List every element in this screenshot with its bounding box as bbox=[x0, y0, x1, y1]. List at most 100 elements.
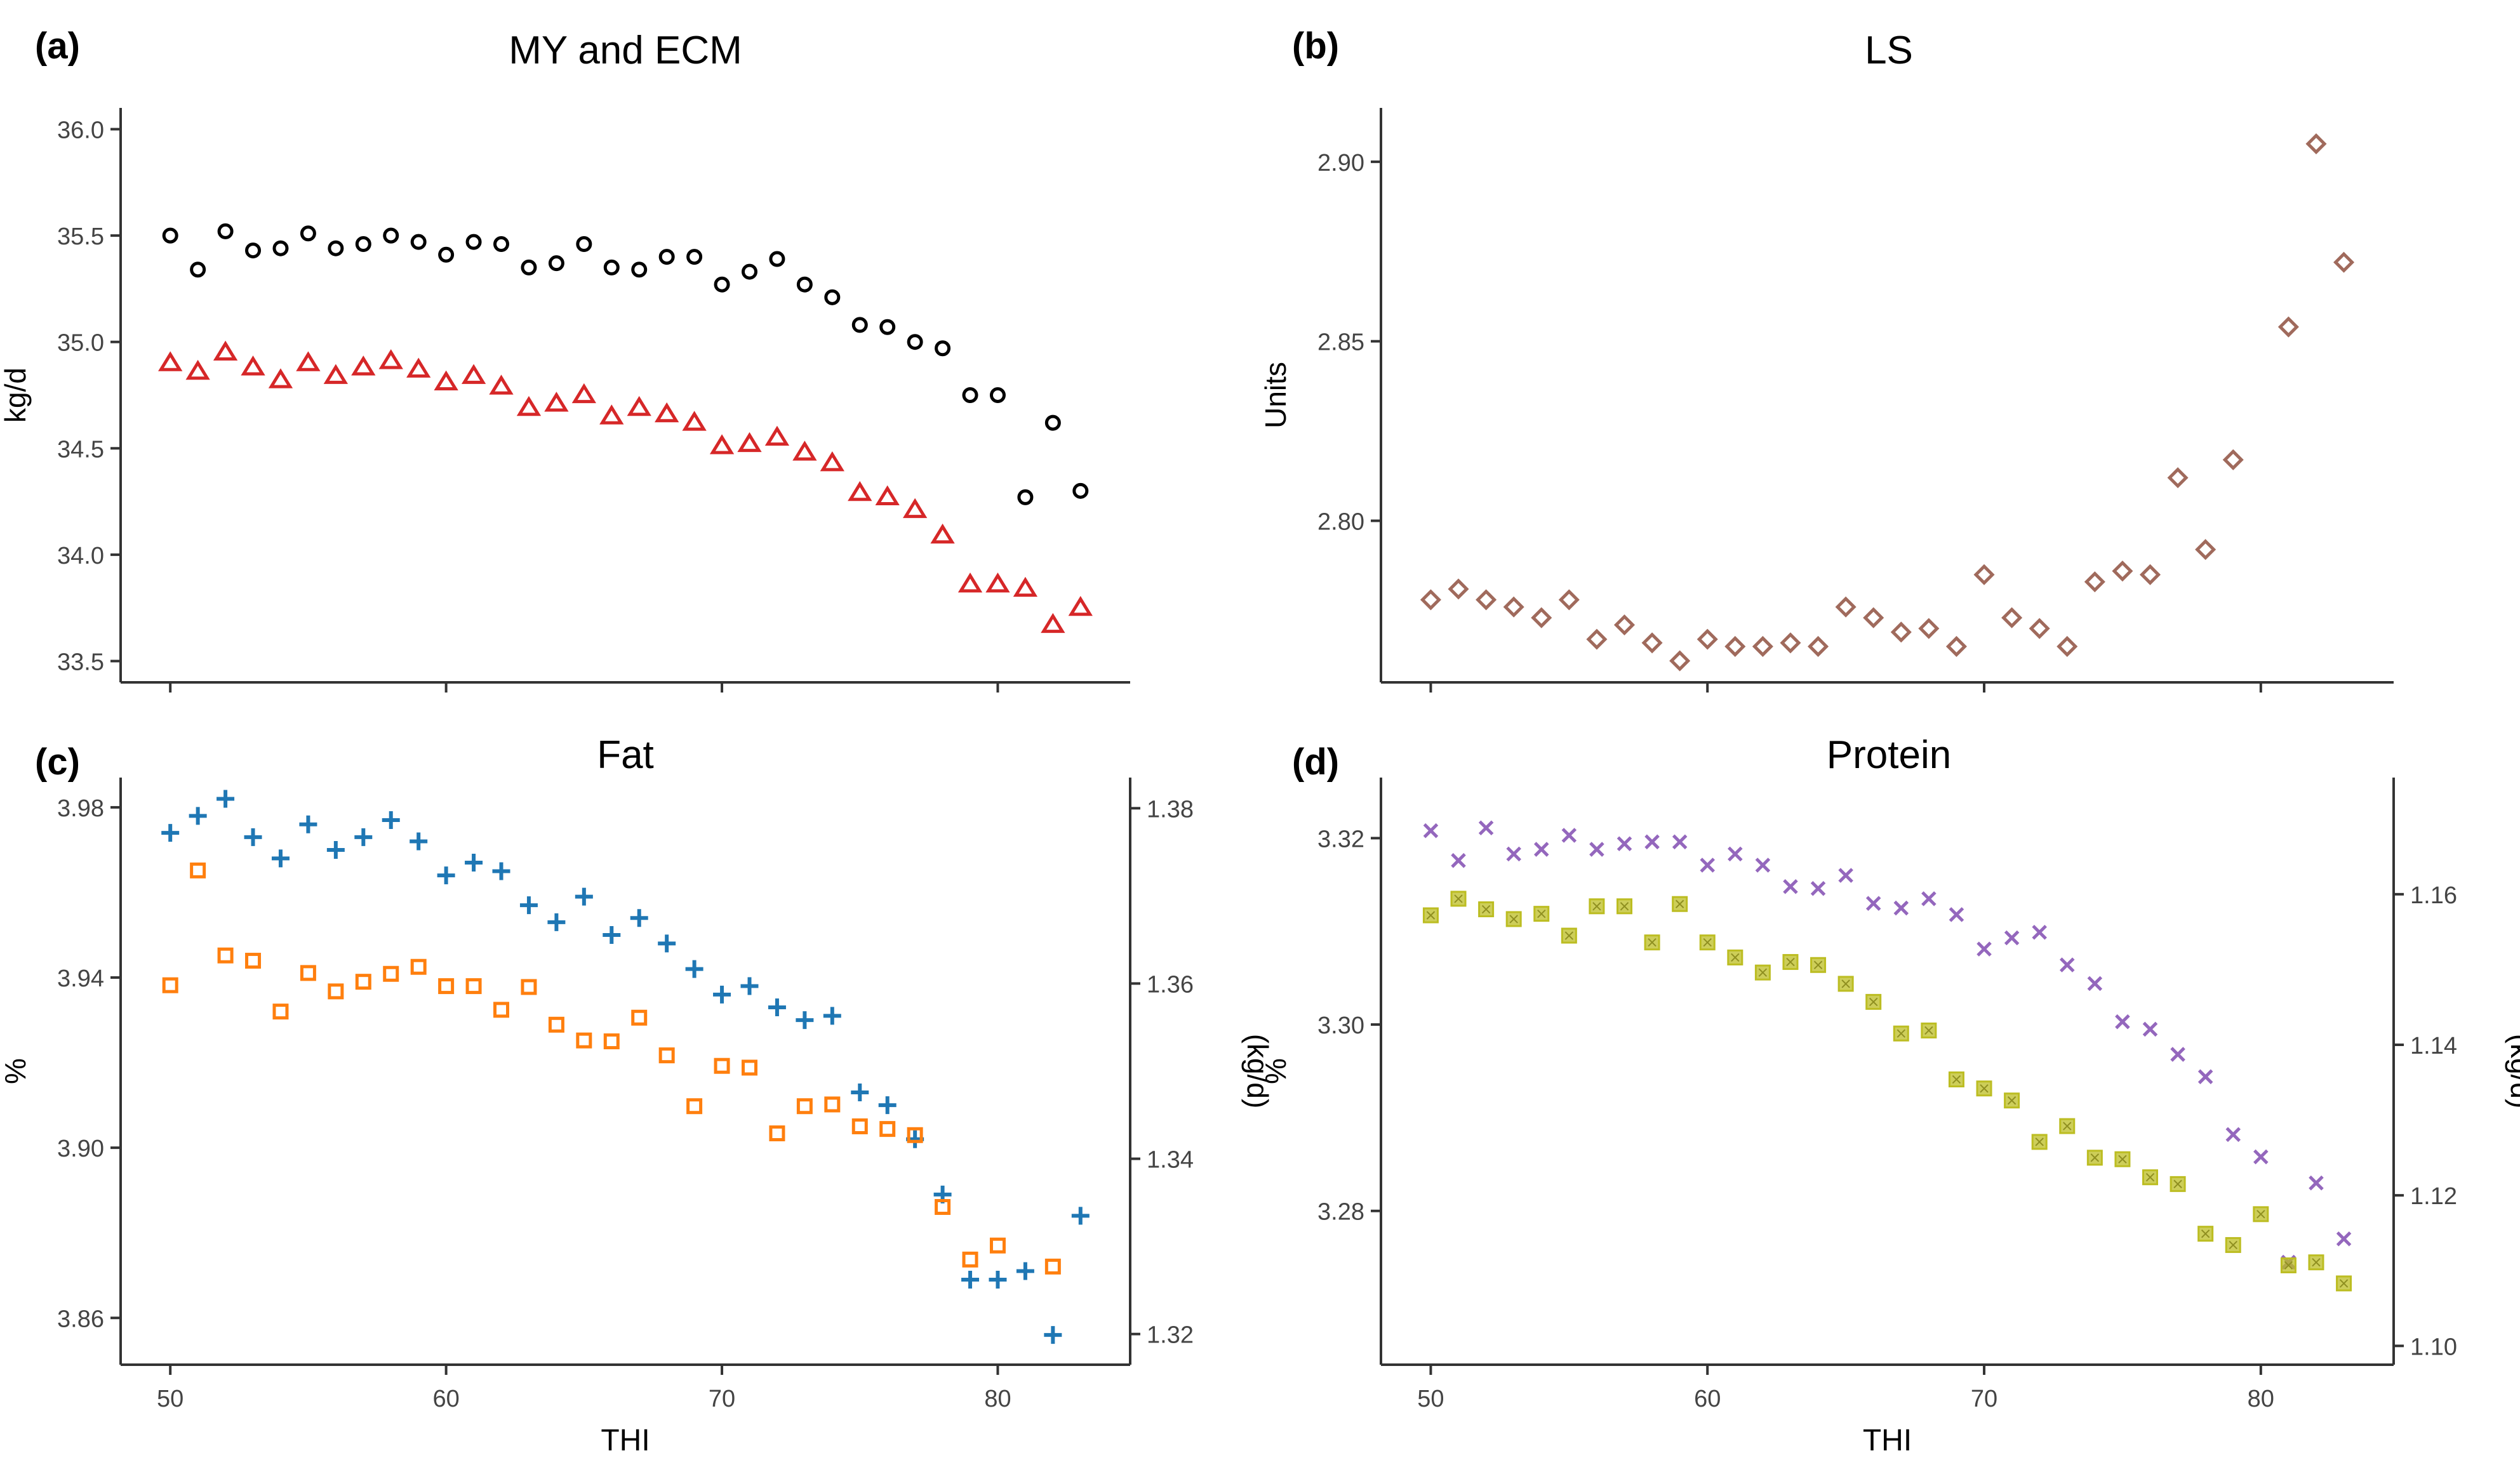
y-right-tick-label: 1.32 bbox=[1147, 1322, 1194, 1349]
y-tick-label: 34.5 bbox=[57, 436, 104, 463]
data-point bbox=[930, 523, 955, 544]
data-point bbox=[1044, 1258, 1061, 1275]
data-point bbox=[907, 334, 923, 350]
data-point bbox=[2057, 635, 2078, 657]
data-point bbox=[2167, 467, 2189, 489]
data-point bbox=[631, 1009, 648, 1026]
data-point bbox=[217, 223, 234, 239]
data-point bbox=[989, 1270, 1007, 1289]
data-point bbox=[902, 498, 928, 519]
data-point bbox=[245, 953, 262, 969]
x-tick-label: 60 bbox=[432, 1386, 459, 1412]
series-protein- bbox=[1423, 820, 2352, 1270]
data-point bbox=[935, 1198, 951, 1215]
y-axis-label: kg/d bbox=[0, 368, 32, 423]
chart-panel-a: (a) MY and ECM 33.5 34.0 34.5 35.0 35.5 36.0 kg/… bbox=[0, 25, 1130, 693]
y-tick-label: 35.0 bbox=[57, 330, 104, 357]
data-point bbox=[410, 234, 427, 250]
square-hatch-mark bbox=[1509, 915, 1518, 924]
data-point bbox=[1423, 823, 1439, 839]
data-point bbox=[1044, 414, 1061, 431]
square-hatch-mark bbox=[1675, 899, 1684, 908]
data-point bbox=[323, 364, 349, 384]
square-hatch-mark bbox=[2007, 1096, 2017, 1105]
square-hatch-mark bbox=[2118, 1155, 2127, 1163]
data-point bbox=[2001, 607, 2023, 628]
y-tick-label: 3.86 bbox=[57, 1306, 104, 1332]
y-tick-label: 3.94 bbox=[57, 965, 104, 992]
data-point bbox=[355, 974, 371, 990]
y-axis-label: % bbox=[1259, 1058, 1292, 1084]
y-tick-label: 3.30 bbox=[1317, 1012, 1364, 1039]
square-hatch-mark bbox=[2339, 1279, 2349, 1288]
y-tick-label: 36.0 bbox=[57, 117, 104, 144]
data-point bbox=[189, 807, 207, 825]
data-point bbox=[851, 317, 868, 333]
square-hatch-mark bbox=[2284, 1261, 2293, 1270]
data-point bbox=[493, 236, 510, 253]
data-point bbox=[272, 240, 289, 256]
square-hatch-mark bbox=[1841, 979, 1850, 988]
data-point bbox=[548, 255, 564, 272]
x-tick-label: 80 bbox=[984, 1386, 1011, 1412]
chart-panel-d: (d) Protein 3.28 3.30 3.32 1.10 1.12 1.14 1.16 (k… bbox=[1259, 733, 2520, 1457]
panel-label: (c) bbox=[35, 741, 80, 783]
data-point bbox=[519, 896, 538, 915]
data-point bbox=[658, 934, 676, 953]
square-hatch-mark bbox=[1897, 1029, 1905, 1038]
data-point bbox=[627, 395, 651, 416]
data-point bbox=[1041, 613, 1065, 633]
data-point bbox=[161, 824, 180, 842]
data-point bbox=[434, 370, 458, 390]
data-point bbox=[2253, 1149, 2269, 1165]
data-point bbox=[1783, 879, 1798, 894]
data-point bbox=[493, 1002, 510, 1018]
data-point bbox=[241, 355, 265, 376]
y-tick-label: 3.90 bbox=[57, 1136, 104, 1162]
data-point bbox=[2170, 1047, 2185, 1062]
data-point bbox=[217, 790, 235, 808]
square-hatch-mark bbox=[1592, 902, 1601, 911]
data-point bbox=[2142, 1021, 2158, 1037]
data-point bbox=[2004, 930, 2020, 946]
data-point bbox=[547, 913, 566, 931]
data-point bbox=[631, 262, 648, 278]
data-point bbox=[1945, 635, 1967, 657]
chart-panel-c: (c) Fat 3.86 3.90 3.94 3.98 1.32 1.34 1.36 1.38 (k… bbox=[0, 733, 1274, 1457]
panel-label: (a) bbox=[35, 25, 80, 67]
data-point bbox=[1072, 482, 1089, 499]
data-point bbox=[1780, 632, 1801, 654]
series-ecm bbox=[158, 340, 1093, 633]
data-point bbox=[603, 1033, 620, 1050]
x-tick-label: 70 bbox=[709, 1386, 735, 1412]
y-tick-label: 3.32 bbox=[1317, 826, 1364, 852]
data-point bbox=[1752, 635, 1773, 657]
data-point bbox=[1973, 564, 1995, 585]
data-point bbox=[351, 355, 376, 376]
data-point bbox=[383, 965, 399, 982]
data-point bbox=[879, 319, 896, 335]
data-point bbox=[1420, 589, 1441, 611]
y-tick-label: 2.90 bbox=[1317, 150, 1364, 176]
y-right-tick-label: 1.10 bbox=[2410, 1334, 2457, 1360]
y-axis-right-label: (kg/d) bbox=[2505, 1034, 2520, 1109]
data-point bbox=[245, 242, 262, 259]
data-point bbox=[2336, 1231, 2352, 1247]
square-hatch-mark bbox=[1786, 957, 1795, 967]
data-point bbox=[961, 1270, 980, 1289]
data-point bbox=[465, 854, 483, 872]
y-tick-label: 3.98 bbox=[57, 795, 104, 822]
square-hatch-mark bbox=[2312, 1258, 2321, 1267]
y-right-tick-label: 1.16 bbox=[2410, 882, 2457, 909]
data-point bbox=[190, 262, 206, 278]
data-point bbox=[378, 349, 403, 369]
square-hatch-mark bbox=[1952, 1075, 1961, 1084]
data-point bbox=[796, 276, 813, 293]
square-hatch-mark bbox=[1426, 911, 1436, 920]
data-point bbox=[2115, 1014, 2130, 1030]
data-point bbox=[714, 276, 730, 293]
data-point bbox=[1068, 595, 1093, 616]
data-point bbox=[217, 947, 234, 964]
data-point bbox=[2112, 560, 2133, 582]
data-point bbox=[1558, 589, 1580, 611]
